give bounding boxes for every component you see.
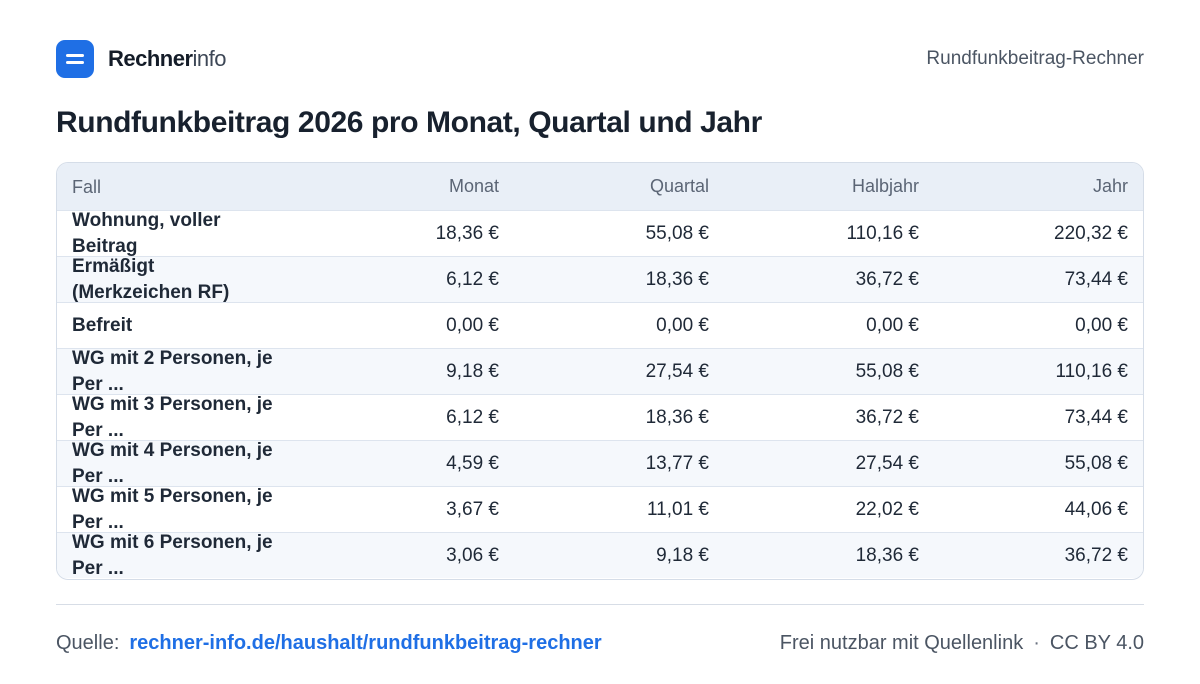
- cell-fall: WG mit 3 Personen, je Per ...: [72, 394, 273, 441]
- cell-quartal: 18,36 €: [645, 268, 709, 290]
- cell-quartal: 18,36 €: [645, 406, 709, 428]
- table-row: Ermäßigt (Merkzeichen RF) 6,12 € 18,36 € 36…: [57, 256, 1143, 303]
- table-header-row: Fall Monat Quartal Halbjahr Jahr: [57, 163, 1143, 210]
- cell-halbjahr: 27,54 €: [855, 452, 919, 474]
- table-row: WG mit 2 Personen, je Per ... 9,18 € 27,54…: [57, 348, 1143, 395]
- page-header: Rechnerinfo Rundfunkbeitrag-Rechner: [56, 40, 1144, 78]
- cell-quartal: 13,77 €: [645, 452, 709, 474]
- page-title: Rundfunkbeitrag 2026 pro Monat, Quartal …: [56, 106, 762, 139]
- brand-name-light: info: [192, 46, 227, 71]
- cell-jahr: 73,44 €: [1064, 268, 1128, 290]
- brand-name-bold: Rechner: [108, 46, 193, 71]
- brand-name: Rechnerinfo: [108, 46, 227, 72]
- cell-monat: 6,12 €: [446, 268, 499, 290]
- cell-monat: 9,18 €: [446, 360, 499, 382]
- header-quartal: Quartal: [649, 176, 709, 196]
- cell-quartal: 11,01 €: [647, 498, 709, 520]
- header-monat: Monat: [448, 176, 499, 196]
- table-row: Wohnung, voller Beitrag 18,36 € 55,08 € 110…: [57, 210, 1143, 257]
- cell-halbjahr: 22,02 €: [855, 498, 919, 520]
- license-info: Frei nutzbar mit Quellenlink · CC BY 4.0: [780, 632, 1144, 655]
- cell-quartal: 9,18 €: [656, 544, 709, 566]
- cell-halbjahr: 0,00 €: [866, 314, 919, 336]
- cell-fall: Ermäßigt (Merkzeichen RF): [72, 256, 230, 303]
- usage-note: Frei nutzbar mit Quellenlink: [779, 631, 1024, 654]
- table-row: WG mit 3 Personen, je Per ... 6,12 € 18,36…: [57, 394, 1143, 441]
- cell-jahr: 44,06 €: [1064, 498, 1128, 520]
- tool-name: Rundfunkbeitrag-Rechner: [926, 48, 1144, 69]
- header-jahr: Jahr: [1092, 176, 1128, 196]
- cell-jahr: 110,16 €: [1055, 360, 1128, 382]
- cell-halbjahr: 36,72 €: [855, 406, 919, 428]
- cell-fall: Wohnung, voller Beitrag: [72, 210, 221, 257]
- source-link[interactable]: rechner-info.de/haushalt/rundfunkbeitrag…: [129, 631, 602, 654]
- table-row: WG mit 6 Personen, je Per ... 3,06 € 9,18 …: [57, 532, 1143, 579]
- footer-divider: [56, 604, 1144, 605]
- cell-jahr: 36,72 €: [1064, 544, 1128, 566]
- source: Quelle: rechner-info.de/haushalt/rundfun…: [56, 632, 602, 655]
- license-name[interactable]: CC BY 4.0: [1049, 631, 1144, 654]
- cell-monat: 0,00 €: [446, 314, 499, 336]
- fee-table: Fall Monat Quartal Halbjahr Jahr Wohnung…: [56, 162, 1144, 580]
- table-row: WG mit 4 Personen, je Per ... 4,59 € 13,77…: [57, 440, 1143, 487]
- cell-jahr: 55,08 €: [1064, 452, 1128, 474]
- separator: ·: [1033, 631, 1040, 654]
- cell-monat: 6,12 €: [446, 406, 499, 428]
- cell-jahr: 73,44 €: [1064, 406, 1128, 428]
- cell-jahr: 220,32 €: [1054, 222, 1128, 244]
- header-halbjahr: Halbjahr: [851, 176, 919, 196]
- brand[interactable]: Rechnerinfo: [56, 40, 227, 78]
- header-fall: Fall: [72, 176, 102, 197]
- cell-fall: WG mit 4 Personen, je Per ...: [72, 440, 273, 487]
- cell-monat: 3,06 €: [446, 544, 499, 566]
- cell-quartal: 27,54 €: [645, 360, 709, 382]
- cell-fall: WG mit 5 Personen, je Per ...: [72, 486, 273, 533]
- cell-fall: WG mit 2 Personen, je Per ...: [72, 348, 273, 395]
- cell-halbjahr: 18,36 €: [855, 544, 919, 566]
- cell-quartal: 55,08 €: [645, 222, 709, 244]
- cell-jahr: 0,00 €: [1075, 314, 1128, 336]
- cell-monat: 3,67 €: [446, 498, 499, 520]
- cell-halbjahr: 36,72 €: [855, 268, 919, 290]
- source-label: Quelle:: [56, 631, 120, 654]
- page-footer: Quelle: rechner-info.de/haushalt/rundfun…: [56, 628, 1144, 658]
- table-row: Befreit 0,00 € 0,00 € 0,00 € 0,00 €: [57, 302, 1143, 348]
- cell-halbjahr: 55,08 €: [855, 360, 919, 382]
- cell-fall: WG mit 6 Personen, je Per ...: [72, 532, 273, 579]
- cell-fall: Befreit: [72, 314, 133, 336]
- cell-halbjahr: 110,16 €: [846, 222, 919, 244]
- cell-monat: 18,36 €: [435, 222, 499, 244]
- cell-monat: 4,59 €: [446, 452, 499, 474]
- equals-logo-icon: [56, 40, 94, 78]
- cell-quartal: 0,00 €: [656, 314, 709, 336]
- table-row: WG mit 5 Personen, je Per ... 3,67 € 11,01…: [57, 486, 1143, 533]
